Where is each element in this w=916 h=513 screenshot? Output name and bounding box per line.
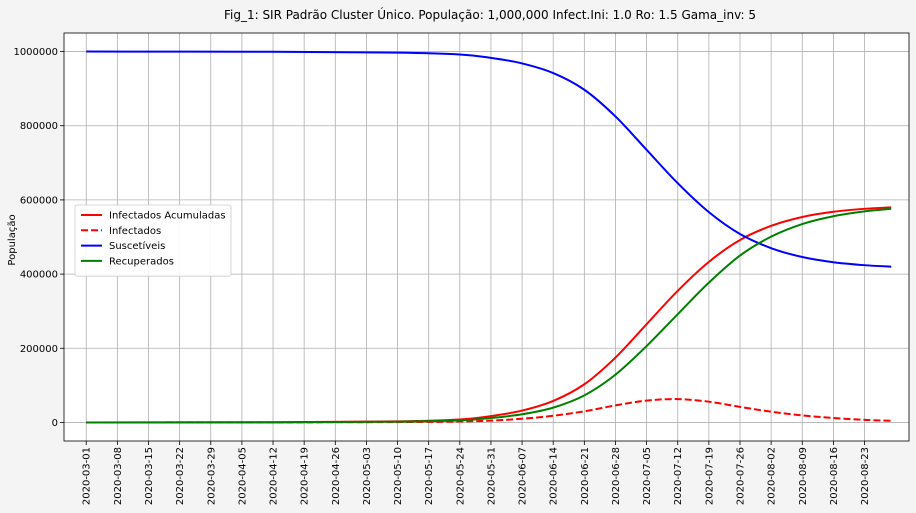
legend-entry: Infectados — [109, 226, 161, 237]
x-tick-label: 2020-03-08 — [113, 447, 124, 505]
x-tick-label: 2020-03-01 — [82, 447, 93, 505]
x-tick-label: 2020-03-22 — [175, 447, 186, 505]
x-tick-label: 2020-06-28 — [611, 447, 622, 505]
x-tick-label: 2020-07-26 — [736, 447, 747, 505]
series-line-recuperados — [86, 207, 892, 424]
x-tick-label: 2020-06-14 — [549, 447, 560, 505]
y-tick-label: 200000 — [20, 344, 58, 355]
x-tick-label: 2020-08-02 — [767, 447, 778, 505]
x-tick-label: 2020-03-29 — [206, 447, 217, 505]
legend-entry: Infectados Acumuladas — [109, 211, 226, 222]
x-tick-label: 2020-08-09 — [798, 447, 809, 505]
x-tick-label: 2020-05-10 — [393, 447, 404, 505]
x-tick-label: 2020-06-21 — [580, 447, 591, 505]
x-tick-label: 2020-05-31 — [486, 447, 497, 505]
x-tick-label: 2020-06-07 — [518, 447, 529, 505]
x-tick-label: 2020-05-03 — [362, 447, 373, 505]
legend-entry: Recuperados — [109, 256, 174, 267]
y-tick-label: 400000 — [20, 270, 58, 281]
grid-lines — [64, 33, 909, 441]
x-tick-label: 2020-07-19 — [704, 447, 715, 505]
x-tick-label: 2020-08-23 — [860, 447, 871, 505]
series-layer — [86, 50, 892, 424]
x-tick-label: 2020-08-16 — [829, 447, 840, 505]
legend-box — [74, 204, 232, 277]
y-axis: 0 200000 400000 600000 800000 1000000 — [13, 47, 64, 429]
x-tick-label: 2020-04-19 — [300, 447, 311, 505]
y-tick-label: 600000 — [20, 195, 58, 206]
legend: Infectados Acumuladas Infectados Suscetíve… — [74, 204, 232, 277]
plot-frame — [63, 32, 910, 442]
x-tick-label: 2020-03-15 — [144, 447, 155, 505]
chart-title: Fig_1: SIR Padrão Cluster Único. Populaç… — [224, 7, 756, 22]
y-tick-label: 1000000 — [13, 47, 58, 58]
x-axis: 2020-03-01 2020-03-08 2020-03-15 2020-03-22… — [82, 441, 871, 505]
y-tick-label: 800000 — [20, 121, 58, 132]
x-tick-label: 2020-05-24 — [455, 447, 466, 505]
y-axis-label: População — [7, 214, 18, 265]
series-line-suscet-veis — [86, 50, 892, 268]
legend-entry: Suscetíveis — [109, 240, 165, 252]
x-tick-label: 2020-05-17 — [424, 447, 435, 505]
x-tick-label: 2020-04-26 — [331, 447, 342, 505]
y-tick-label: 0 — [52, 418, 58, 429]
x-tick-label: 2020-04-05 — [237, 447, 248, 505]
x-tick-label: 2020-07-05 — [642, 447, 653, 505]
x-tick-label: 2020-07-12 — [673, 447, 684, 505]
x-tick-label: 2020-04-12 — [269, 447, 280, 505]
